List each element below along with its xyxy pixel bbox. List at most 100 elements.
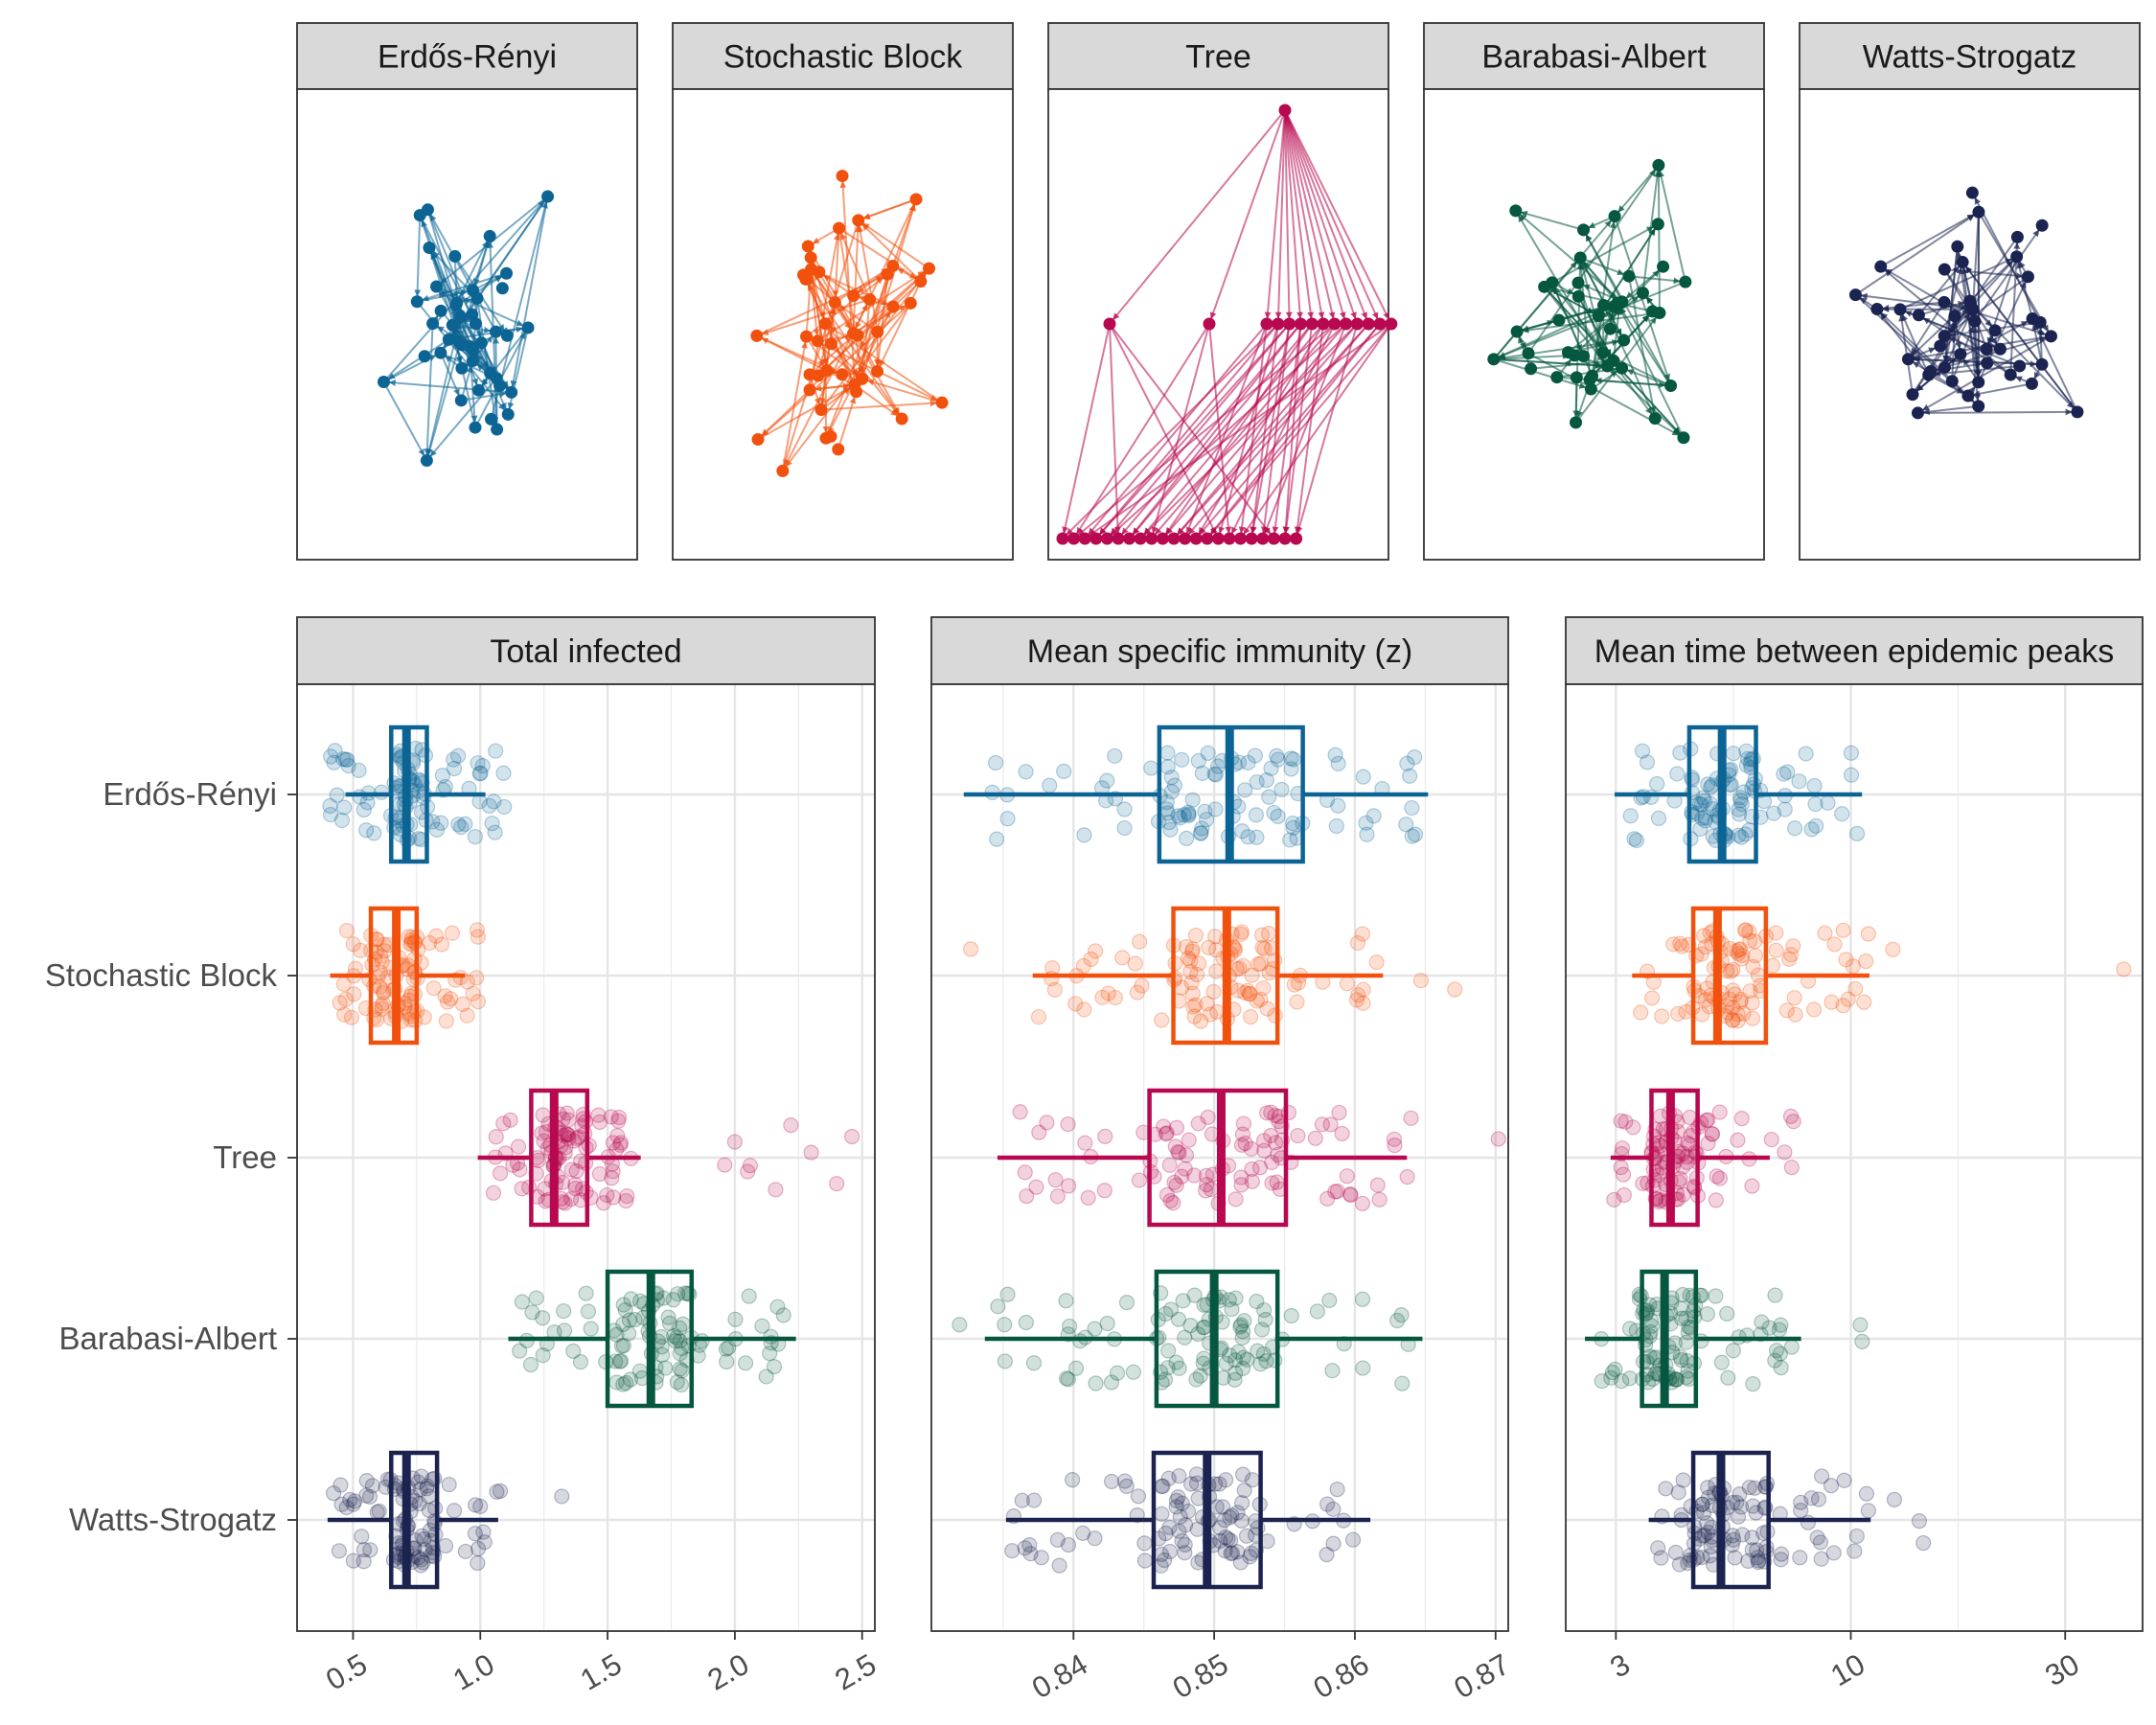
data-point: [1242, 1549, 1258, 1565]
data-point: [535, 1107, 551, 1123]
network-node: [501, 407, 515, 421]
y-tick-label: Erdős-Rényi: [103, 776, 277, 812]
network-node: [1283, 317, 1296, 331]
data-point: [453, 818, 470, 836]
data-point: [1741, 924, 1757, 940]
data-point: [609, 1128, 626, 1144]
data-point: [1724, 1537, 1740, 1553]
data-point: [1190, 1325, 1206, 1343]
network-node: [463, 340, 476, 354]
outlier-point: [783, 1116, 799, 1134]
data-point: [354, 1529, 370, 1545]
network-node: [1385, 317, 1398, 331]
data-point: [1838, 952, 1854, 968]
data-point: [1049, 1531, 1066, 1548]
data-point: [1252, 991, 1269, 1008]
y-tick-label: Barabasi-Albert: [59, 1321, 277, 1356]
network-node: [1487, 353, 1501, 366]
data-point: [467, 1497, 484, 1513]
network-edge: [1264, 109, 1286, 319]
data-point: [1047, 1172, 1064, 1188]
data-point: [1327, 747, 1343, 763]
data-point: [1233, 926, 1250, 942]
network-node: [819, 431, 833, 445]
network-node: [1934, 339, 1947, 353]
data-point: [1684, 770, 1700, 786]
network-node: [489, 325, 502, 338]
data-point: [512, 1343, 528, 1359]
data-point: [1348, 992, 1365, 1008]
data-point: [622, 1371, 639, 1388]
data-point: [1725, 1012, 1741, 1028]
data-point: [459, 974, 475, 990]
data-point: [338, 922, 356, 939]
data-point: [1156, 1118, 1172, 1135]
data-point: [346, 986, 362, 1002]
data-point: [1218, 1355, 1234, 1371]
data-point: [488, 1129, 504, 1145]
data-point: [336, 1006, 353, 1023]
data-point: [559, 1105, 575, 1121]
data-point: [364, 1478, 380, 1494]
network-node: [1938, 263, 1951, 276]
network-nodes: [750, 170, 949, 477]
data-point: [604, 1170, 620, 1186]
data-point: [1738, 743, 1755, 759]
network-edge: [862, 198, 917, 219]
network-node: [1201, 532, 1214, 545]
network-node: [418, 350, 431, 363]
data-point: [470, 994, 487, 1010]
panel-strip: [1799, 22, 2141, 90]
data-point: [1163, 783, 1180, 800]
data-point: [413, 1552, 429, 1568]
data-point: [1132, 933, 1148, 950]
data-point: [1182, 1318, 1199, 1334]
network-node: [1245, 532, 1258, 545]
data-point: [1711, 1170, 1729, 1186]
network-node: [1267, 532, 1280, 545]
data-point: [595, 1195, 611, 1211]
boxplot-panel: Mean time between epidemic peaks 3 10 30: [1565, 616, 2144, 1692]
data-point: [1199, 996, 1215, 1012]
network-edge: [461, 390, 507, 402]
network-edge: [810, 268, 829, 366]
data-point: [669, 1374, 685, 1391]
data-point: [1134, 978, 1150, 994]
data-point: [1224, 1300, 1240, 1318]
panel-title: Watts-Strogatz: [1863, 39, 2077, 76]
data-point: [1719, 1305, 1735, 1322]
data-point: [1058, 1370, 1075, 1387]
data-point: [1075, 957, 1091, 974]
data-point: [1227, 1371, 1243, 1388]
network-nodes: [1848, 186, 2084, 420]
data-point: [535, 1347, 551, 1364]
network-node: [799, 272, 813, 286]
data-point: [1088, 1375, 1104, 1392]
data-point: [428, 928, 445, 944]
series-4: [1004, 1450, 1371, 1590]
data-point: [1232, 1554, 1249, 1571]
data-point: [1211, 1476, 1227, 1492]
data-point: [1679, 1148, 1695, 1165]
data-point: [1823, 1478, 1840, 1494]
data-point: [583, 1321, 599, 1337]
network-node: [426, 317, 440, 331]
data-point: [340, 757, 356, 774]
data-point: [1199, 1177, 1215, 1193]
data-point: [1249, 993, 1265, 1009]
data-point: [1704, 1126, 1720, 1142]
network-edge: [425, 241, 491, 461]
data-point: [1836, 1472, 1852, 1488]
network-edge: [1493, 357, 1587, 389]
data-point: [1235, 1323, 1251, 1340]
network-node: [1272, 317, 1285, 331]
network-node: [483, 229, 496, 242]
data-point: [1243, 1008, 1259, 1025]
network-node: [895, 412, 908, 426]
network-node: [1234, 532, 1248, 545]
data-point: [1282, 832, 1298, 848]
data-point: [1025, 1355, 1043, 1371]
data-point: [1222, 1509, 1238, 1526]
data-point: [1230, 1344, 1247, 1360]
data-point: [1193, 1013, 1209, 1029]
